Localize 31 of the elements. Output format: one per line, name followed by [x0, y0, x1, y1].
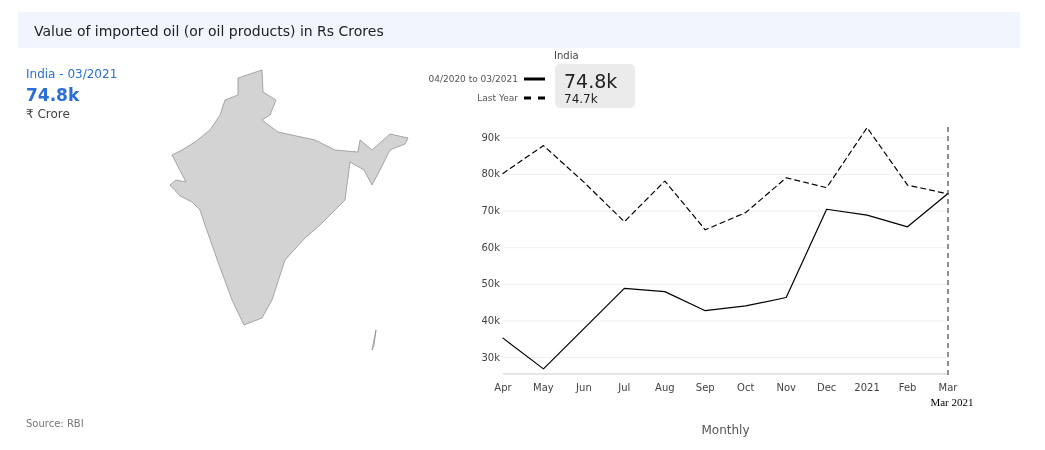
legend-label: Last Year	[477, 93, 519, 103]
x-tick-label: Apr	[494, 382, 513, 393]
x-tick-label: May	[533, 382, 554, 393]
text: Value of imported oil (or oil products) in Rs Crores	[34, 23, 384, 39]
x-tick-label: Jun	[575, 382, 592, 393]
x-tick-label: Oct	[737, 382, 755, 393]
ref-line-label: Mar 2021	[930, 396, 974, 408]
y-tick-label: 50k	[481, 278, 501, 290]
text: ₹ Crore	[26, 107, 70, 121]
x-tick-label: Aug	[655, 382, 675, 393]
text: 74.7k	[564, 92, 598, 106]
x-tick-label: Mar	[938, 382, 959, 393]
y-tick-label: 40k	[481, 314, 501, 326]
x-tick-label: 2021	[854, 382, 880, 393]
y-tick-label: 30k	[481, 351, 501, 363]
x-tick-label: Dec	[816, 382, 837, 393]
text: 74.8k	[26, 85, 80, 105]
x-tick-label: Nov	[776, 382, 797, 393]
y-tick-label: 90k	[481, 131, 501, 143]
y-tick-label: 70k	[481, 205, 501, 217]
x-tick-label: Jul	[617, 382, 631, 393]
source-note: Source: RBI	[26, 418, 84, 429]
legend-title: India	[554, 50, 579, 61]
y-tick-label: 60k	[481, 241, 501, 253]
text: India - 03/2021	[26, 67, 118, 81]
x-axis-title: Monthly	[701, 423, 750, 437]
y-tick-label: 80k	[481, 168, 501, 180]
text: 74.8k	[564, 70, 618, 92]
x-tick-label: Sep	[695, 382, 715, 393]
legend-label: 04/2020 to 03/2021	[428, 74, 518, 84]
x-tick-label: Feb	[898, 382, 917, 393]
